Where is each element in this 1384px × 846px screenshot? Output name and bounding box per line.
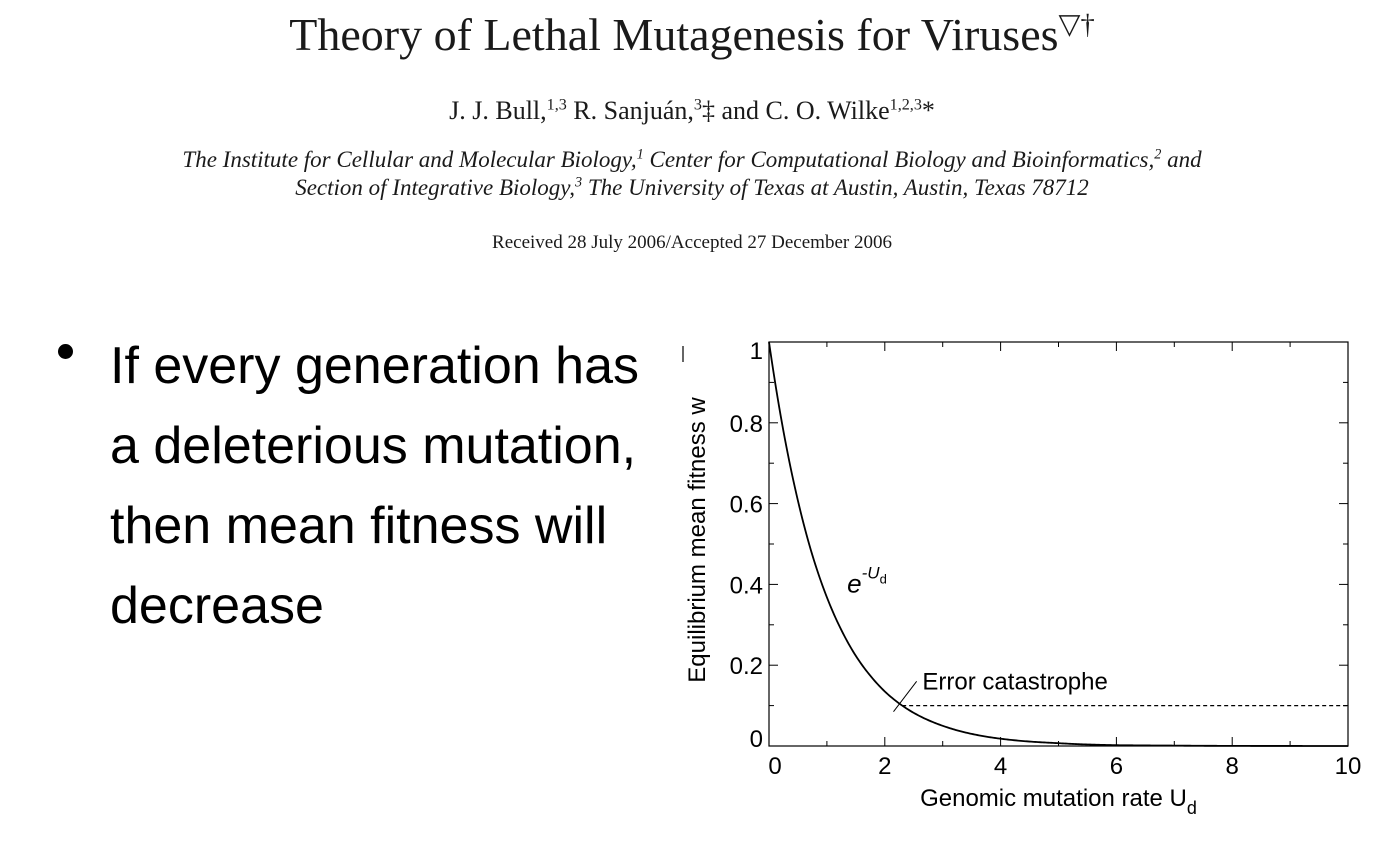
series-label-base: e <box>847 568 861 598</box>
y-tick-label: 0.4 <box>730 572 763 599</box>
y-tick-label: 0.8 <box>730 411 763 438</box>
paper-affiliations: The Institute for Cellular and Molecular… <box>0 146 1384 202</box>
affiliation-line: The Institute for Cellular and Molecular… <box>0 146 1384 174</box>
x-axis-label-sub: d <box>1187 798 1197 818</box>
affiliation-line: Section of Integrative Biology,3 The Uni… <box>0 174 1384 202</box>
x-tick-label: 6 <box>1110 753 1123 780</box>
affiliation-sup: 3 <box>574 174 583 191</box>
paper-authors: J. J. Bull,1,3 R. Sanjuán,3‡ and C. O. W… <box>0 96 1384 126</box>
paper-title-marks: ▽† <box>1058 9 1095 41</box>
series-label: e-Ud <box>847 563 887 598</box>
series-label-exp-sub: d <box>880 571 887 586</box>
bullet-text: If every generation has a deleterious mu… <box>110 337 639 635</box>
series-label-exp: -U <box>862 563 881 582</box>
paper-title: Theory of Lethal Mutagenesis for Viruses… <box>0 8 1384 61</box>
affiliation-text: Section of Integrative Biology, <box>295 175 575 200</box>
x-tick-label: 8 <box>1226 753 1239 780</box>
author-affil-sup: 1,3 <box>546 96 567 114</box>
series-line-fitness <box>768 341 1348 747</box>
x-axis-label: Genomic mutation rate Ud <box>920 785 1197 818</box>
y-axis-label: Equilibrium mean fitness w <box>684 397 711 683</box>
author-after: ‡ and <box>701 96 766 125</box>
y-tick-label: 0.6 <box>730 492 763 519</box>
paper-title-text: Theory of Lethal Mutagenesis for Viruses <box>289 9 1059 60</box>
y-tick-label: 0 <box>750 726 763 753</box>
fitness-chart: 0 2 4 6 8 10 0 0.2 0.4 0.6 0.8 1 Genomic mutation ra… <box>682 338 1362 818</box>
x-tick-label: 10 <box>1335 753 1362 780</box>
affiliation-text: The Institute for Cellular and Molecular… <box>182 147 637 172</box>
author-affil-sup: 1,2,3 <box>889 96 922 114</box>
affiliation-sup: 1 <box>636 146 644 163</box>
error-catastrophe-label: Error catastrophe <box>922 668 1107 695</box>
x-tick-label: 0 <box>768 753 781 780</box>
bullet-dot-icon <box>58 344 73 359</box>
affiliation-text: and <box>1161 147 1202 172</box>
affiliation-sup: 2 <box>1154 146 1162 163</box>
affiliation-text: Center for Computational Biology and Bio… <box>643 147 1155 172</box>
author-name: J. J. Bull, <box>449 96 547 125</box>
x-axis-label-text: Genomic mutation rate U <box>920 785 1187 812</box>
error-catastrophe-leader <box>893 681 918 712</box>
author-affil-sup: 3 <box>693 96 702 114</box>
author-name: R. Sanjuán, <box>573 96 694 125</box>
y-tick-label: 1 <box>750 338 763 365</box>
y-tick-label: 0.2 <box>730 653 763 680</box>
paper-received-line: Received 28 July 2006/Accepted 27 Decemb… <box>492 232 892 253</box>
affiliation-text: The University of Texas at Austin, Austi… <box>582 175 1089 200</box>
author-after: * <box>921 96 935 125</box>
x-tick-label: 4 <box>994 753 1007 780</box>
x-tick-label: 2 <box>878 753 891 780</box>
author-name: C. O. Wilke <box>765 96 890 125</box>
